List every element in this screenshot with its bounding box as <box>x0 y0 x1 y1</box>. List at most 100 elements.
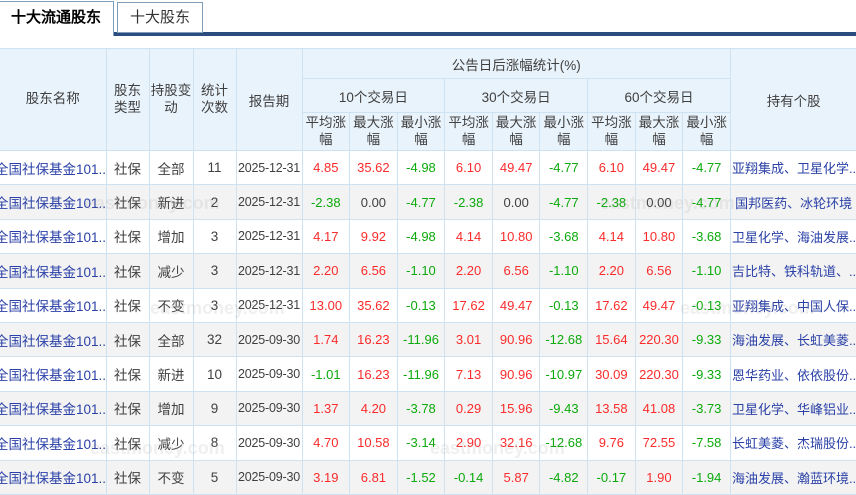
pct-cell: 4.20 <box>349 390 398 427</box>
shareholder-name-cell: 全国社保基金101... <box>0 184 107 220</box>
pct-cell: -10.97 <box>539 356 589 392</box>
shareholder-link[interactable]: 全国社保基金101... <box>0 196 106 212</box>
pct-cell: 1.90 <box>634 459 684 495</box>
held-stocks-cell: 吉比特、铁科轨道、... <box>729 253 856 289</box>
holding-change-cell: 新进 <box>148 356 194 392</box>
pct-cell: -4.77 <box>539 149 589 186</box>
pct-cell: -1.94 <box>682 459 731 495</box>
shareholder-link[interactable]: 全国社保基金101... <box>0 333 106 349</box>
pct-cell: 49.47 <box>491 149 541 186</box>
pct-cell: 4.70 <box>301 425 351 461</box>
shareholder-link[interactable]: 全国社保基金101... <box>0 368 106 384</box>
pct-cell: -4.98 <box>396 149 446 186</box>
table-row: 全国社保基金101... 社保 增加 9 2025-09-30 1.37 4.2… <box>0 390 856 427</box>
shareholder-type-cell: 社保 <box>105 459 150 495</box>
pct-cell: 5.87 <box>491 459 541 495</box>
table-row: 全国社保基金101... 社保 新进 2 2025-12-31 -2.38 0.… <box>0 184 856 220</box>
col-header-gain-stats-group: 公告日后涨幅统计(%) <box>301 48 731 79</box>
pct-cell: 6.10 <box>587 149 636 186</box>
held-stocks-link[interactable]: 吉比特、铁科轨道、... <box>731 264 856 280</box>
col-header-10-trading-days: 10个交易日 <box>302 78 446 113</box>
held-stocks-link[interactable]: 亚翔集成、中国人保... <box>731 298 856 314</box>
held-stocks-cell: 长虹美菱、杰瑞股份... <box>729 425 856 461</box>
held-stocks-link[interactable]: 恩华药业、依依股份... <box>731 367 856 383</box>
shareholder-link[interactable]: 全国社保基金101... <box>0 299 106 315</box>
pct-cell: 6.81 <box>349 459 398 495</box>
pct-cell: -3.14 <box>396 425 446 461</box>
pct-cell: 9.92 <box>349 218 398 255</box>
col-header-stat-count: 统计次数 <box>192 48 237 151</box>
table-body: 全国社保基金101... 社保 全部 11 2025-12-31 4.85 35… <box>0 149 856 495</box>
held-stocks-cell: 卫星化学、华峰铝业... <box>729 390 856 427</box>
report-period-cell: 2025-12-31 <box>235 149 303 186</box>
held-stocks-link[interactable]: 国邦医药、冰轮环境 <box>735 195 853 211</box>
shareholder-link[interactable]: 全国社保基金101... <box>0 471 106 487</box>
pct-cell: 32.16 <box>491 425 541 461</box>
held-stocks-link[interactable]: 海油发展、瀚蓝环境... <box>731 470 856 486</box>
held-stocks-link[interactable]: 长虹美菱、杰瑞股份... <box>731 436 856 452</box>
held-stocks-cell: 海油发展、瀚蓝环境... <box>729 459 856 495</box>
report-period-cell: 2025-12-31 <box>235 218 303 255</box>
table-row: 全国社保基金101... 社保 新进 10 2025-09-30 -1.01 1… <box>0 356 856 392</box>
held-stocks-cell: 卫星化学、海油发展... <box>729 218 856 255</box>
shareholder-link[interactable]: 全国社保基金101... <box>0 230 106 246</box>
stat-count-cell: 9 <box>192 390 237 427</box>
pct-cell: 17.62 <box>444 287 493 323</box>
col-header-report-period: 报告期 <box>235 48 303 151</box>
report-period-cell: 2025-09-30 <box>235 390 303 427</box>
shareholder-name-cell: 全国社保基金101... <box>0 321 107 358</box>
pct-cell: -3.68 <box>539 218 589 255</box>
shareholder-link[interactable]: 全国社保基金101... <box>0 161 106 177</box>
table-row: 全国社保基金101... 社保 不变 5 2025-09-30 3.19 6.8… <box>0 459 856 495</box>
held-stocks-cell: 国邦医药、冰轮环境 <box>729 184 856 220</box>
col-header-30-trading-days: 30个交易日 <box>444 78 589 113</box>
pct-cell: -11.96 <box>396 321 446 358</box>
holding-change-cell: 不变 <box>148 287 194 323</box>
pct-cell: -4.82 <box>539 459 589 495</box>
pct-cell: 35.62 <box>349 287 398 323</box>
shareholder-type-cell: 社保 <box>105 253 150 289</box>
shareholder-link[interactable]: 全国社保基金101... <box>0 264 106 280</box>
table-row: 全国社保基金101... 社保 减少 8 2025-09-30 4.70 10.… <box>0 425 856 461</box>
shareholder-type-cell: 社保 <box>105 321 150 358</box>
pct-cell: -1.10 <box>539 253 589 289</box>
table-header: 股东名称 股东类型 持股变动 统计次数 报告期 公告日后涨幅统计(%) 持有个股… <box>0 48 856 151</box>
pct-cell: 3.01 <box>444 321 493 358</box>
shareholder-stats-table: 股东名称 股东类型 持股变动 统计次数 报告期 公告日后涨幅统计(%) 持有个股… <box>0 48 856 495</box>
held-stocks-cell: 恩华药业、依依股份... <box>729 356 856 392</box>
pct-cell: -0.13 <box>682 287 731 323</box>
pct-cell: -2.38 <box>587 184 636 220</box>
held-stocks-link[interactable]: 卫星化学、华峰铝业... <box>731 401 856 417</box>
pct-cell: 30.09 <box>587 356 636 392</box>
pct-cell: -3.78 <box>396 390 446 427</box>
pct-cell: -9.33 <box>682 356 731 392</box>
shareholder-link[interactable]: 全国社保基金101... <box>0 402 106 418</box>
col-header-avg-gain: 平均涨幅 <box>444 112 493 151</box>
pct-cell: 6.56 <box>491 253 541 289</box>
shareholder-link[interactable]: 全国社保基金101... <box>0 436 106 452</box>
pct-cell: -0.14 <box>444 459 493 495</box>
pct-cell: -12.68 <box>539 425 589 461</box>
pct-cell: 2.90 <box>444 425 493 461</box>
shareholder-type-cell: 社保 <box>105 184 150 220</box>
held-stocks-cell: 亚翔集成、卫星化学... <box>729 149 856 186</box>
held-stocks-link[interactable]: 海油发展、长虹美菱... <box>731 333 856 349</box>
tab-underline <box>0 32 856 36</box>
tab-top10-shareholders[interactable]: 十大股东 <box>117 2 204 33</box>
shareholder-type-cell: 社保 <box>105 149 150 186</box>
pct-cell: 13.58 <box>587 390 636 427</box>
held-stocks-link[interactable]: 卫星化学、海油发展... <box>731 229 856 245</box>
shareholder-name-cell: 全国社保基金101... <box>0 356 107 392</box>
col-header-min-gain: 最小涨幅 <box>539 112 589 151</box>
held-stocks-link[interactable]: 亚翔集成、卫星化学... <box>731 161 856 177</box>
pct-cell: 90.96 <box>491 356 541 392</box>
pct-cell: 2.20 <box>301 253 351 289</box>
col-header-min-gain: 最小涨幅 <box>682 112 731 151</box>
pct-cell: -0.17 <box>587 459 636 495</box>
pct-cell: 0.00 <box>349 184 398 220</box>
shareholder-name-cell: 全国社保基金101... <box>0 149 107 186</box>
pct-cell: 35.62 <box>349 149 398 186</box>
pct-cell: 10.80 <box>634 218 684 255</box>
tab-top10-circulating-shareholders[interactable]: 十大流通股东 <box>0 1 115 36</box>
table-row: 全国社保基金101... 社保 全部 11 2025-12-31 4.85 35… <box>0 149 856 186</box>
